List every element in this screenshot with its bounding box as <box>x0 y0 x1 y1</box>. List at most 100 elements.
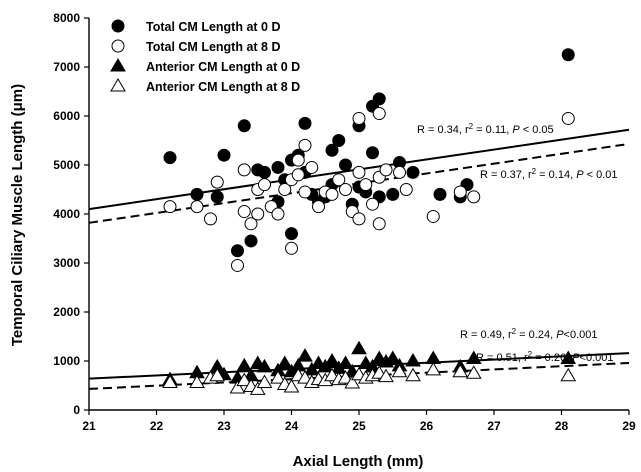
y-tick-label: 5000 <box>53 158 80 172</box>
data-point <box>425 361 442 376</box>
data-point <box>352 212 366 226</box>
stats-superscript: 2 <box>469 122 474 131</box>
data-point <box>406 165 420 179</box>
x-tick-label: 24 <box>285 419 299 433</box>
data-point <box>325 143 339 157</box>
regression-line-3 <box>88 352 630 380</box>
data-point <box>291 153 305 167</box>
data-point <box>405 367 421 382</box>
x-tick-label: 23 <box>217 419 231 433</box>
stats-r2: = 0.11, <box>473 124 512 136</box>
data-point <box>305 160 319 174</box>
data-point <box>433 187 447 201</box>
legend-label: Anterior CM Length at 8 D <box>146 80 300 94</box>
x-tick-label: 21 <box>82 419 96 433</box>
data-point <box>291 168 305 182</box>
data-point <box>251 207 265 221</box>
legend-label: Anterior CM Length at 0 D <box>146 60 300 74</box>
data-point <box>283 378 300 393</box>
regression-stats-1: R = 0.34, r2 = 0.11, P < 0.05 <box>417 122 554 137</box>
data-point <box>372 92 386 106</box>
data-point <box>298 185 312 199</box>
legend-label: Total CM Length at 8 D <box>146 40 281 54</box>
data-point <box>425 350 442 365</box>
data-point <box>298 138 312 152</box>
y-tick-label: 2000 <box>53 305 80 319</box>
stats-pvalue: < 0.01 <box>584 169 618 181</box>
data-point <box>332 173 346 187</box>
data-point <box>560 367 577 382</box>
legend-marker <box>111 19 125 33</box>
data-point <box>270 370 286 384</box>
data-point <box>210 175 224 189</box>
legend-label: Total CM Length at 0 D <box>146 20 281 34</box>
x-tick-label: 25 <box>352 419 366 433</box>
data-point <box>366 197 379 211</box>
regression-stats-3: R = 0.49, r2 = 0.24, P<0.001 <box>460 327 597 342</box>
data-point <box>209 367 226 382</box>
legend-marker <box>111 39 125 53</box>
data-point <box>453 185 467 199</box>
series-2 <box>163 107 575 272</box>
data-point <box>351 340 367 355</box>
data-point <box>249 381 266 395</box>
data-point <box>560 350 577 365</box>
data-point <box>163 200 177 214</box>
data-point <box>359 178 373 192</box>
data-point <box>163 151 177 165</box>
x-tick-label: 26 <box>420 419 434 433</box>
y-tick-label: 3000 <box>53 256 80 270</box>
data-point <box>324 353 340 367</box>
data-point <box>236 357 253 372</box>
stats-r: R = 0.51, r <box>476 352 528 364</box>
x-tick-label: 22 <box>150 419 164 433</box>
stats-pvalue: <0.001 <box>580 352 614 364</box>
data-point <box>297 348 313 362</box>
data-point <box>352 165 366 179</box>
x-tick-label: 29 <box>622 419 636 433</box>
legend-marker <box>110 58 126 72</box>
data-point <box>231 258 244 272</box>
data-point <box>258 178 271 192</box>
data-point <box>399 183 413 196</box>
data-point <box>426 209 440 223</box>
data-point <box>325 187 339 201</box>
stats-p: P <box>512 124 520 136</box>
data-point <box>278 183 292 196</box>
series-4 <box>162 361 577 395</box>
data-point <box>285 227 298 241</box>
y-axis-title: Temporal Ciliary Muscle Length (μm) <box>9 84 26 346</box>
data-point <box>337 370 354 384</box>
data-point <box>452 363 469 378</box>
stats-r: R = 0.34, r <box>417 124 469 136</box>
y-tick-label: 8000 <box>53 11 80 25</box>
data-point <box>256 358 273 373</box>
data-point <box>190 200 204 214</box>
legend-marker <box>110 78 126 92</box>
stats-p: P <box>576 169 584 181</box>
stats-p: P <box>572 352 580 364</box>
data-point <box>393 165 406 179</box>
data-point <box>204 212 217 226</box>
data-point <box>162 374 178 389</box>
data-point <box>337 355 354 369</box>
data-point <box>231 244 244 258</box>
data-point <box>391 363 408 378</box>
x-axis-title: Axial Length (mm) <box>293 453 424 470</box>
data-point <box>189 374 205 389</box>
data-point <box>379 163 393 177</box>
data-point <box>467 190 481 204</box>
data-point <box>386 187 400 201</box>
data-point <box>561 48 575 62</box>
data-point <box>229 379 246 394</box>
series-3 <box>162 340 577 386</box>
data-point <box>271 207 285 221</box>
data-point <box>372 217 386 231</box>
y-tick-label: 6000 <box>53 109 80 123</box>
data-point <box>561 111 575 125</box>
data-point <box>258 165 271 179</box>
stats-superscript: 2 <box>532 167 537 176</box>
axes: 21 22 23 24 25 26 27 28 290100020003000400050006… <box>53 11 636 433</box>
data-point <box>312 200 325 214</box>
stats-superscript: 2 <box>512 327 517 336</box>
